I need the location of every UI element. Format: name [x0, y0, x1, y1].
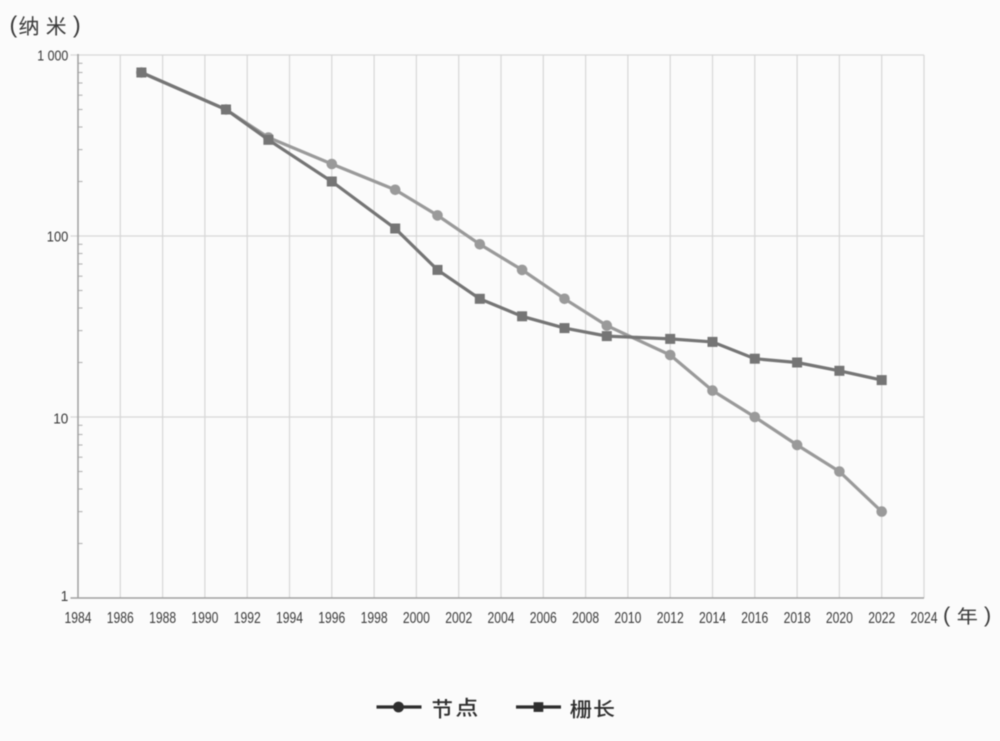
svg-text:1998: 1998: [361, 610, 388, 627]
svg-text:1996: 1996: [318, 610, 345, 627]
svg-text:): ): [984, 603, 991, 627]
svg-text:10: 10: [53, 411, 68, 428]
svg-text:1986: 1986: [107, 610, 134, 627]
svg-text:2002: 2002: [445, 610, 472, 627]
svg-text:1992: 1992: [234, 610, 261, 627]
svg-text:2020: 2020: [826, 610, 853, 627]
svg-text:(: (: [10, 12, 18, 38]
svg-text:2010: 2010: [614, 610, 641, 627]
svg-text:1990: 1990: [191, 610, 218, 627]
svg-text:(: (: [943, 603, 951, 627]
svg-text:1984: 1984: [65, 610, 92, 627]
svg-text:2016: 2016: [741, 610, 768, 627]
svg-text:1994: 1994: [276, 610, 303, 627]
svg-text:): ): [73, 12, 81, 38]
svg-text:2008: 2008: [572, 610, 599, 627]
svg-text:2022: 2022: [868, 610, 895, 627]
svg-text:2014: 2014: [699, 610, 726, 627]
svg-text:1 000: 1 000: [37, 47, 68, 64]
svg-text:2006: 2006: [530, 610, 557, 627]
svg-text:1988: 1988: [149, 610, 176, 627]
svg-text:2000: 2000: [403, 610, 430, 627]
svg-text:2018: 2018: [784, 610, 811, 627]
svg-text:2012: 2012: [657, 610, 684, 627]
svg-text:2004: 2004: [488, 610, 515, 627]
svg-text:2024: 2024: [911, 610, 938, 627]
svg-text:100: 100: [47, 228, 69, 245]
svg-text:1: 1: [61, 588, 69, 605]
